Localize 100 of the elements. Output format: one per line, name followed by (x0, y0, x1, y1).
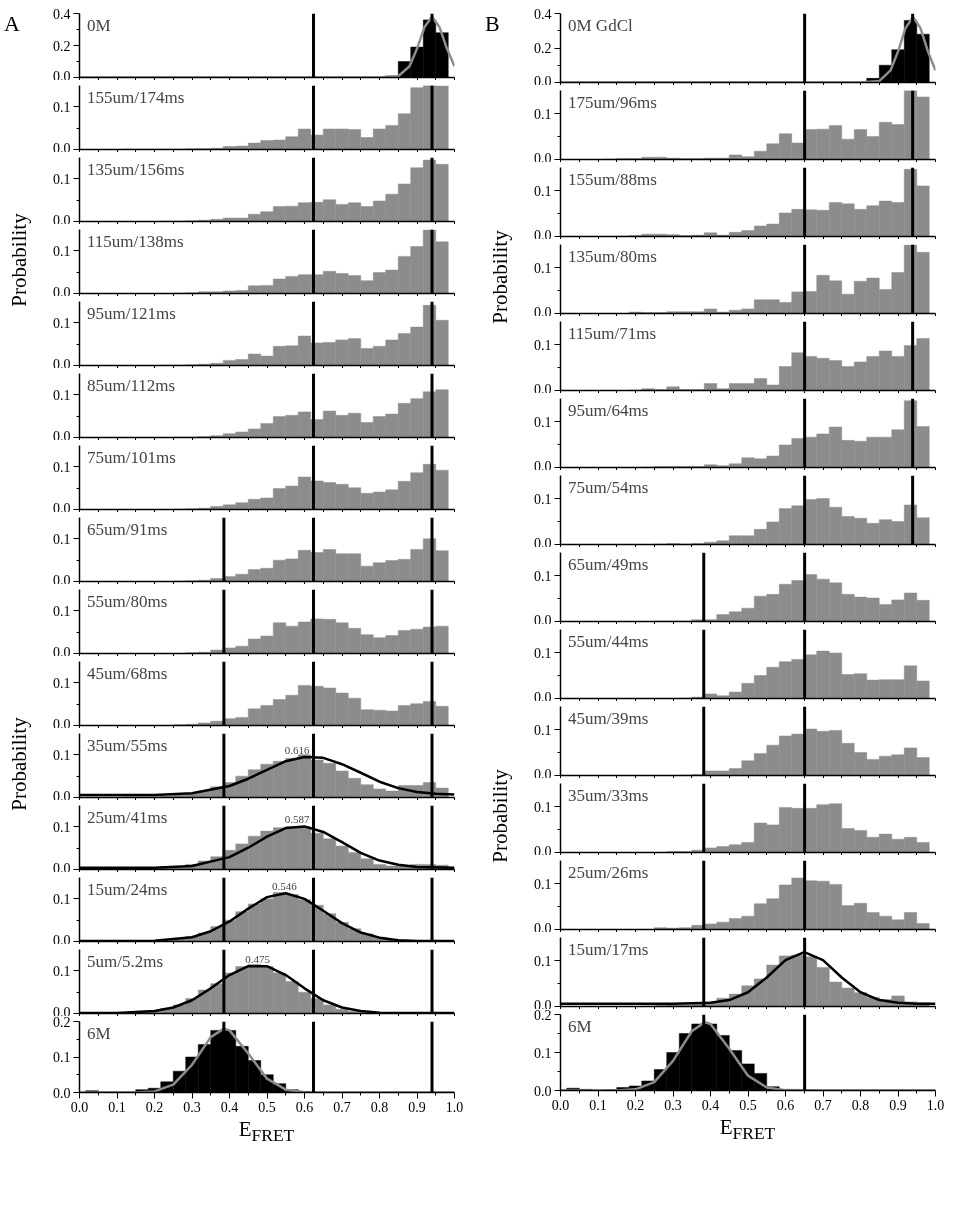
y-tick-label: 0.1 (53, 171, 71, 187)
y-tick-label: 0.0 (53, 788, 71, 804)
y-tick-label: 0.0 (534, 920, 552, 936)
y-tick-label: 0.1 (534, 183, 552, 199)
x-tick-label: 1.0 (926, 1097, 945, 1113)
chart-title: A (4, 10, 20, 38)
y-axis-title: Probability (487, 769, 513, 863)
y-tick-label: 0.1 (534, 799, 552, 815)
x-tick-label: 0.0 (70, 1099, 89, 1115)
y-tick-label: 0.1 (53, 531, 71, 547)
y-tick-label: 0.1 (534, 414, 552, 430)
y-tick-label: 0.1 (534, 876, 552, 892)
y-tick-label: 0.1 (53, 315, 71, 331)
y-tick-label: 0.0 (53, 140, 71, 156)
y-tick-label: 0.0 (53, 500, 71, 516)
y-tick-label: 0.0 (534, 689, 552, 705)
x-tick-label: 0.6 (776, 1097, 795, 1113)
y-tick-label: 0.1 (53, 243, 71, 259)
annotation: 55um/44ms (568, 631, 649, 651)
annotation: 35um/55ms (87, 735, 168, 755)
y-axis-title: Probability (6, 717, 32, 811)
y-tick-label: 0.1 (53, 1050, 71, 1065)
annotation: 95um/64ms (568, 400, 649, 420)
annotation: 5um/5.2ms (87, 951, 164, 971)
y-tick-label: 0.1 (53, 459, 71, 475)
x-tick-label: 0.4 (220, 1099, 239, 1115)
annotation: 65um/49ms (568, 554, 649, 574)
y-tick-label: 0.0 (534, 381, 552, 397)
y-tick-label: 0.0 (53, 356, 71, 372)
annotation: 155um/88ms (568, 169, 657, 189)
annotation: 55um/80ms (87, 591, 168, 611)
y-tick-label: 0.1 (53, 99, 71, 115)
y-tick-label: 0.1 (534, 722, 552, 738)
x-tick-label: 0.1 (108, 1099, 126, 1115)
x-tick-label: 1.0 (445, 1099, 464, 1115)
y-tick-label: 0.1 (53, 387, 71, 403)
annotation: 75um/101ms (87, 447, 176, 467)
annotation: 6M (87, 1023, 111, 1043)
y-tick-label: 0.1 (53, 747, 71, 763)
y-tick-label: 0.0 (53, 212, 71, 228)
y-tick-label: 0.0 (53, 572, 71, 588)
y-tick-label: 0.2 (534, 41, 552, 56)
y-tick-label: 0.0 (53, 860, 71, 876)
y-tick-label: 0.4 (534, 6, 552, 22)
y-tick-label: 0.1 (534, 337, 552, 353)
y-tick-label: 0.1 (53, 675, 71, 691)
x-tick-label: 0.1 (589, 1097, 607, 1113)
y-axis-title: Probability (6, 213, 32, 307)
annotation: 15um/17ms (568, 939, 649, 959)
annotation: 175um/96ms (568, 92, 657, 112)
annotation: 25um/41ms (87, 807, 168, 827)
y-tick-label: 0.0 (534, 73, 552, 89)
y-tick-label: 0.0 (53, 1085, 71, 1101)
x-tick-label: 0.7 (814, 1097, 832, 1113)
y-tick-label: 0.2 (53, 38, 71, 54)
y-tick-label: 0.1 (534, 106, 552, 122)
x-tick-label: 0.2 (145, 1099, 164, 1115)
y-tick-label: 0.0 (534, 1083, 552, 1099)
y-tick-label: 0.0 (53, 284, 71, 300)
annotation: 135um/156ms (87, 159, 185, 179)
y-tick-label: 0.1 (534, 645, 552, 661)
y-tick-label: 0.0 (534, 843, 552, 859)
y-tick-label: 0.0 (53, 644, 71, 660)
annotation: 135um/80ms (568, 246, 657, 266)
annotation: 0M GdCl (568, 15, 633, 35)
annotation: 155um/174ms (87, 87, 185, 107)
y-tick-label: 0.0 (53, 716, 71, 732)
annotation: 6M (568, 1016, 592, 1036)
y-tick-label: 0.0 (534, 535, 552, 551)
annotation: 0.616 (284, 743, 310, 756)
annotation: 95um/121ms (87, 303, 176, 323)
y-axis-title: Probability (487, 230, 513, 324)
annotation: 0.546 (271, 880, 298, 893)
y-tick-label: 0.1 (53, 819, 71, 835)
x-axis-title: E$_{FRET}$ (237, 1116, 296, 1148)
x-axis-title: E$_{FRET}$ (718, 1114, 777, 1146)
x-tick-label: 0.8 (851, 1097, 870, 1113)
y-tick-label: 0.0 (53, 68, 71, 84)
x-tick-label: 0.5 (739, 1097, 757, 1113)
annotation: 0.587 (284, 813, 310, 826)
y-tick-label: 0.1 (534, 568, 552, 584)
x-tick-label: 0.6 (295, 1099, 314, 1115)
y-tick-label: 0.1 (53, 603, 71, 619)
y-tick-label: 0.0 (534, 766, 552, 782)
annotation: 115um/71ms (568, 323, 657, 343)
annotation: 35um/33ms (568, 785, 649, 805)
y-tick-label: 0.0 (53, 932, 71, 948)
y-tick-label: 0.1 (53, 891, 71, 907)
annotation: 75um/54ms (568, 477, 649, 497)
y-tick-label: 0.1 (534, 953, 552, 969)
annotation: 45um/39ms (568, 708, 649, 728)
x-tick-label: 0.2 (626, 1097, 645, 1113)
x-tick-label: 0.9 (889, 1097, 907, 1113)
annotation: 85um/112ms (87, 375, 176, 395)
y-tick-label: 0.4 (53, 6, 71, 22)
annotation: 65um/91ms (87, 519, 168, 539)
y-tick-label: 0.0 (534, 227, 552, 243)
x-tick-label: 0.3 (664, 1097, 682, 1113)
y-tick-label: 0.0 (53, 428, 71, 444)
annotation: 15um/24ms (87, 879, 168, 899)
